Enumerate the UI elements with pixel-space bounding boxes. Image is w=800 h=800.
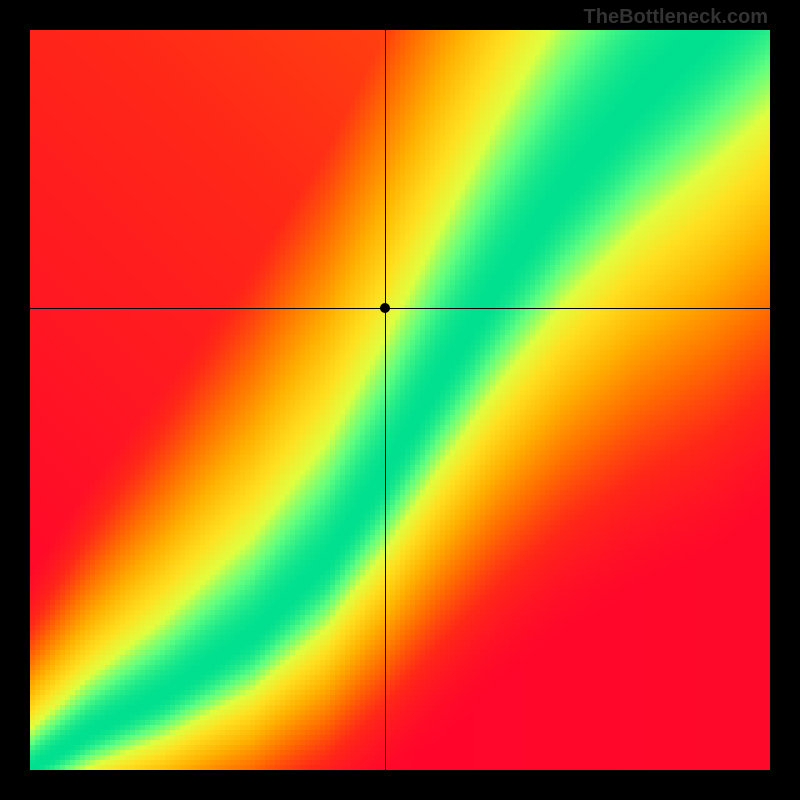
heatmap-plot (30, 30, 770, 770)
crosshair-horizontal (30, 308, 770, 309)
watermark-text: TheBottleneck.com (584, 6, 768, 29)
crosshair-marker (380, 303, 390, 313)
heatmap-canvas (30, 30, 770, 770)
crosshair-vertical (385, 30, 386, 770)
